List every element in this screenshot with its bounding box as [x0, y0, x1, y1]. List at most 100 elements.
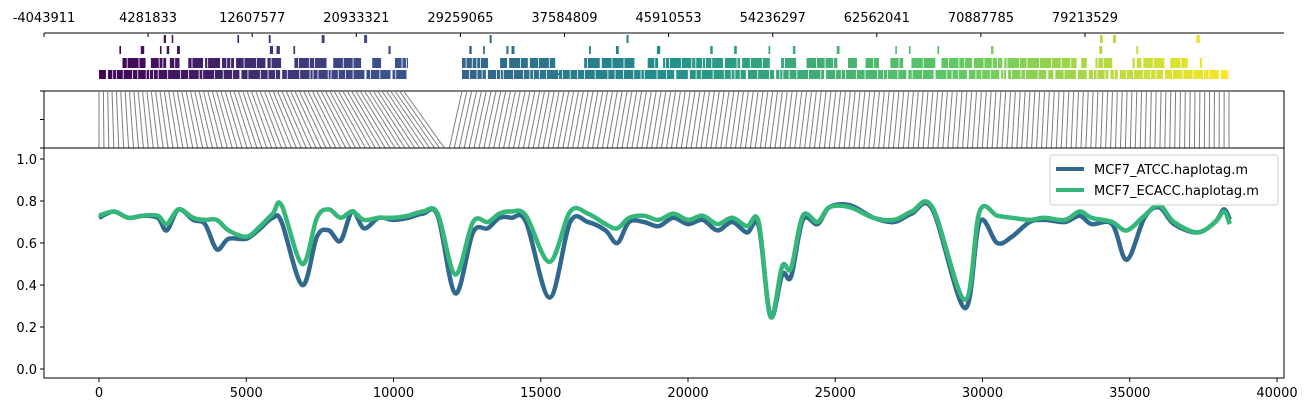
- link-line: [1080, 90, 1084, 149]
- link-line: [897, 90, 905, 149]
- gene-bar: [1097, 70, 1105, 79]
- gene-bar: [1099, 46, 1103, 54]
- gene-bar: [1021, 70, 1025, 79]
- link-line: [307, 90, 337, 149]
- link-line: [690, 90, 701, 149]
- gene-bar: [208, 58, 221, 68]
- link-line: [680, 90, 691, 149]
- gene-bar: [965, 58, 972, 68]
- top-tick-label: 62562041: [844, 11, 910, 26]
- gene-bar: [584, 58, 588, 68]
- gene-bar: [990, 70, 1000, 79]
- link-line: [1115, 90, 1118, 149]
- gene-bar: [783, 70, 789, 79]
- gene-bar: [99, 70, 106, 79]
- link-line: [128, 90, 135, 149]
- link-line: [233, 90, 253, 149]
- link-line: [739, 90, 749, 149]
- link-line: [185, 90, 199, 149]
- gene-bar: [1004, 70, 1007, 79]
- link-line: [473, 90, 487, 149]
- gene-bar: [353, 70, 365, 79]
- link-line: [488, 90, 502, 149]
- y-tick-label: 0.0: [16, 363, 37, 378]
- top-tick-label: 12607577: [219, 11, 285, 26]
- gene-bar: [1228, 70, 1229, 79]
- gene-bar: [846, 70, 856, 79]
- link-line: [606, 90, 618, 149]
- y-tick-label: 0.6: [16, 237, 37, 252]
- gene-bar: [1099, 35, 1103, 43]
- link-line: [907, 90, 914, 149]
- link-line: [1105, 90, 1109, 149]
- link-line: [1055, 90, 1060, 149]
- gene-bar: [758, 70, 770, 79]
- link-line: [381, 90, 421, 149]
- link-line: [814, 90, 822, 149]
- y-tick-label: 1.0: [16, 153, 37, 168]
- link-line: [242, 90, 263, 149]
- link-line: [601, 90, 614, 149]
- gene-bar: [923, 58, 936, 68]
- x-tick-label: 15000: [520, 386, 561, 401]
- gene-bar: [1220, 70, 1228, 79]
- link-line: [848, 90, 856, 149]
- link-line: [932, 90, 939, 149]
- link-line: [868, 90, 876, 149]
- gene-bar: [343, 58, 353, 68]
- gene-bar: [742, 58, 750, 68]
- gene-bar: [271, 58, 282, 68]
- gene-bar: [1136, 46, 1139, 54]
- gene-bar: [1098, 58, 1103, 68]
- link-line: [547, 90, 560, 149]
- gene-bar: [214, 70, 223, 79]
- gene-bar: [353, 58, 362, 68]
- top-tick-label: -4043911: [13, 11, 76, 26]
- gene-bar: [222, 58, 227, 68]
- link-line: [159, 90, 169, 149]
- link-line: [290, 90, 317, 149]
- gene-bar: [372, 58, 382, 68]
- gene-bar: [1051, 58, 1061, 68]
- link-line: [784, 90, 793, 149]
- gene-bar: [1064, 70, 1076, 79]
- gene-bar: [163, 35, 166, 43]
- link-line: [981, 90, 987, 149]
- link-line: [774, 90, 783, 149]
- link-line: [294, 90, 322, 149]
- link-line: [1124, 90, 1128, 149]
- link-line: [735, 90, 745, 149]
- link-line: [971, 90, 978, 149]
- gene-bar: [833, 58, 838, 68]
- gene-bar: [747, 70, 758, 79]
- gene-bar: [237, 35, 240, 43]
- gene-bar: [231, 58, 235, 68]
- gene-bar: [153, 70, 158, 79]
- link-line: [176, 90, 189, 149]
- link-line: [843, 90, 851, 149]
- gene-bar: [768, 46, 771, 54]
- gene-bar: [1019, 58, 1027, 68]
- gene-bar: [665, 58, 670, 68]
- gene-bar: [119, 46, 122, 54]
- link-line: [137, 90, 144, 149]
- gene-bar: [500, 70, 503, 79]
- gene-bar: [1011, 70, 1021, 79]
- gene-bar: [1165, 70, 1172, 79]
- gene-bar: [836, 46, 840, 54]
- gene-bar: [199, 70, 203, 79]
- gene-bar: [922, 70, 934, 79]
- gene-bar: [612, 58, 624, 68]
- gene-bar: [601, 58, 612, 68]
- top-tick-label: 45910553: [636, 11, 702, 26]
- gene-bar: [1181, 58, 1188, 68]
- gene-bar: [655, 58, 659, 68]
- gene-bar: [836, 70, 841, 79]
- gene-bar: [472, 58, 477, 68]
- gene-bar: [483, 46, 485, 54]
- gene-bar: [702, 58, 706, 68]
- link-line: [337, 90, 371, 149]
- series-line-ecacc: [98, 199, 1232, 320]
- gene-bar: [990, 46, 994, 54]
- link-line: [142, 90, 149, 149]
